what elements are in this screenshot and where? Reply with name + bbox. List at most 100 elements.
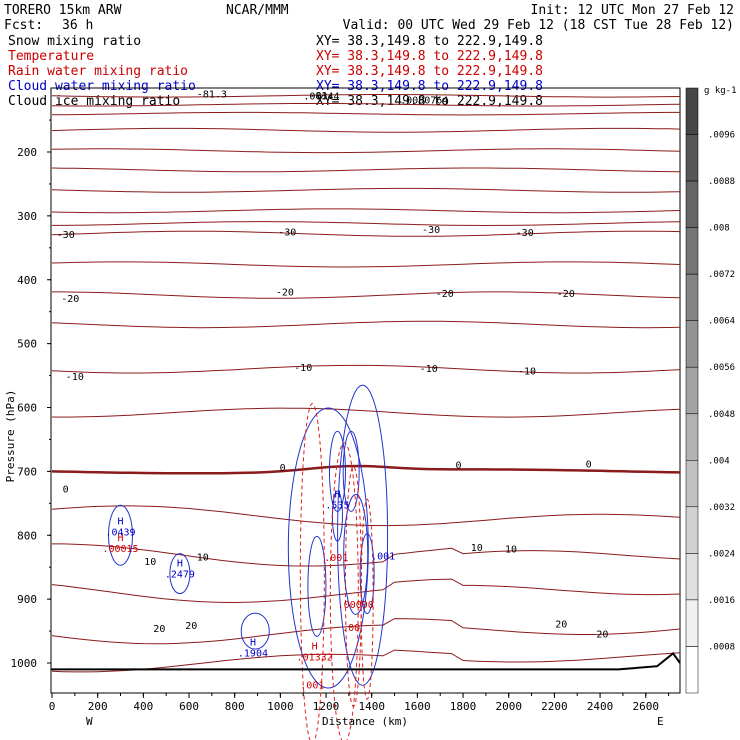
x-tick-label: 800 bbox=[225, 700, 245, 713]
colorbar-cell bbox=[685, 134, 699, 182]
cloud-water-contour bbox=[169, 553, 191, 595]
isotherm-label: -30 bbox=[516, 228, 534, 239]
colorbar-level-label: .0048 bbox=[708, 410, 735, 420]
field-name-cloud-water: Cloud water mixing ratio bbox=[8, 79, 196, 94]
isotherm-line bbox=[51, 261, 681, 268]
x-tick-label: 2200 bbox=[541, 700, 568, 713]
colorbar-cell bbox=[685, 87, 699, 135]
y-tick-label: 800 bbox=[17, 529, 37, 542]
isotherm-label: -10 bbox=[66, 372, 84, 383]
x-tick-label: 2000 bbox=[495, 700, 522, 713]
isotherm-label: 10 bbox=[505, 544, 517, 555]
maximum-marker: H bbox=[334, 489, 340, 500]
maximum-value: .001 bbox=[324, 553, 348, 564]
y-tick-label: 700 bbox=[17, 465, 37, 478]
x-axis: 0 200 400 600 800 1000 1200 1400 1600 1800 2000 220… bbox=[49, 693, 670, 713]
y-tick-label: 600 bbox=[17, 402, 37, 415]
isotherm-line bbox=[51, 148, 681, 154]
temperature-contour-labels: -30 -30 -30 -30 -20 -20 -20 -20 -10 -10 -10 -10 0 0 0 0… bbox=[57, 90, 609, 641]
maximum-value: .0000764 bbox=[400, 95, 448, 106]
fcst-label: Fcst: bbox=[4, 18, 43, 33]
field-list: Snow mixing ratio XY= 38.3,149.8 to 222.… bbox=[8, 34, 543, 109]
field-name-temperature: Temperature bbox=[8, 49, 94, 64]
colorbar-level-label: .0032 bbox=[708, 503, 735, 513]
colorbar-level-label: .0064 bbox=[708, 317, 735, 327]
isotherm-line bbox=[51, 230, 681, 237]
x-tick-label: 1800 bbox=[450, 700, 477, 713]
isotherm-line bbox=[51, 111, 680, 116]
maximum-value: .01332 bbox=[297, 652, 333, 663]
isotherm-label: -20 bbox=[61, 294, 79, 305]
rain-water-contour bbox=[329, 442, 359, 740]
colorbar-level-label: .0016 bbox=[708, 596, 735, 606]
temperature-contours bbox=[51, 94, 681, 673]
maximum-value: .2479 bbox=[165, 569, 195, 580]
model-title: TORERO 15km ARW bbox=[4, 3, 122, 18]
cloud-water-contour bbox=[307, 535, 327, 637]
maximum-value: .00344 bbox=[303, 92, 339, 103]
y-axis-label: Pressure (hPa) bbox=[4, 390, 17, 483]
colorbar-level-label: .0024 bbox=[708, 549, 735, 559]
isotherm-line bbox=[51, 103, 681, 107]
init-time: Init: 12 UTC Mon 27 Feb 12 bbox=[531, 3, 735, 18]
cloud-water-contour bbox=[342, 430, 360, 512]
colorbar-level-label: .0056 bbox=[708, 363, 735, 373]
x-tick-label: 1600 bbox=[404, 700, 431, 713]
isotherm-label: 10 bbox=[471, 543, 483, 554]
y-tick-label: 400 bbox=[17, 274, 37, 287]
field-xy-rain: XY= 38.3,149.8 to 222.9,149.8 bbox=[316, 64, 543, 79]
isotherm-line bbox=[51, 618, 681, 645]
x-tick-label: 0 bbox=[49, 700, 56, 713]
isotherm-line bbox=[51, 464, 681, 475]
y-tick-label: 300 bbox=[17, 210, 37, 223]
isotherm-label: 0 bbox=[280, 463, 286, 474]
maximum-value: .001 bbox=[300, 681, 324, 692]
x-end-label-east: E bbox=[657, 715, 664, 728]
isotherm-line bbox=[51, 649, 681, 673]
field-name-rain: Rain water mixing ratio bbox=[8, 64, 188, 79]
isotherm-line bbox=[51, 364, 681, 374]
isotherm-label: 20 bbox=[555, 620, 567, 631]
colorbar-level-label: .0072 bbox=[708, 270, 735, 280]
field-xy-cloud-water: XY= 38.3,149.8 to 222.9,149.8 bbox=[316, 79, 543, 94]
maximum-marker: H bbox=[250, 638, 256, 649]
isotherm-label: 20 bbox=[185, 621, 197, 632]
plot-area: -30 -30 -30 -30-20-20 -20 -20-10-10 -10 -1000 0 0… bbox=[50, 87, 681, 740]
isotherm-label: 20 bbox=[153, 624, 165, 635]
colorbar-cell bbox=[685, 413, 699, 461]
center-label: NCAR/MMM bbox=[226, 3, 289, 18]
maximum-value: .00 bbox=[342, 623, 360, 634]
isotherm-label: 0 bbox=[63, 484, 69, 495]
isotherm-line bbox=[51, 167, 681, 173]
isotherm-label: 20 bbox=[596, 629, 608, 640]
maximum-value: .1904 bbox=[238, 649, 268, 660]
maximum-value: .0439 bbox=[105, 527, 135, 538]
colorbar-level-label: .008 bbox=[708, 224, 730, 234]
rain-water-contour bbox=[360, 498, 374, 700]
colorbar-cell bbox=[685, 320, 699, 368]
isotherm-label: -30 bbox=[422, 225, 440, 236]
colorbar-unit: g kg-1 bbox=[704, 86, 737, 96]
colorbar-cell bbox=[685, 506, 699, 554]
y-axis: 200 300 400 500 600 700 800 900 1000 bbox=[11, 119, 51, 670]
colorbar-level-label: .004 bbox=[708, 456, 730, 466]
cloud-water-contour bbox=[337, 384, 389, 686]
valid-time: Valid: 00 UTC Wed 29 Feb 12 (18 CST Tue … bbox=[343, 18, 734, 33]
cloud-water-contour bbox=[287, 407, 369, 689]
x-tick-label: 200 bbox=[88, 700, 108, 713]
isotherm-label: -30 bbox=[278, 227, 296, 238]
cloud-water-contour bbox=[108, 504, 134, 566]
field-name-snow: Snow mixing ratio bbox=[8, 34, 141, 49]
isotherm-line bbox=[51, 94, 681, 98]
field-xy-snow: XY= 38.3,149.8 to 222.9,149.8 bbox=[316, 34, 543, 49]
x-tick-label: 600 bbox=[179, 700, 199, 713]
colorbar-cell bbox=[685, 180, 699, 228]
isotherm-line bbox=[51, 320, 681, 329]
isotherm-line bbox=[51, 187, 681, 193]
y-tick-label: 900 bbox=[17, 593, 37, 606]
x-tick-label: 1200 bbox=[313, 700, 340, 713]
colorbar-level-label: .0096 bbox=[708, 131, 735, 141]
maximum-marker: H bbox=[117, 533, 123, 544]
isotherm-label: -10 bbox=[420, 364, 438, 375]
isotherm-label: -20 bbox=[557, 289, 575, 300]
